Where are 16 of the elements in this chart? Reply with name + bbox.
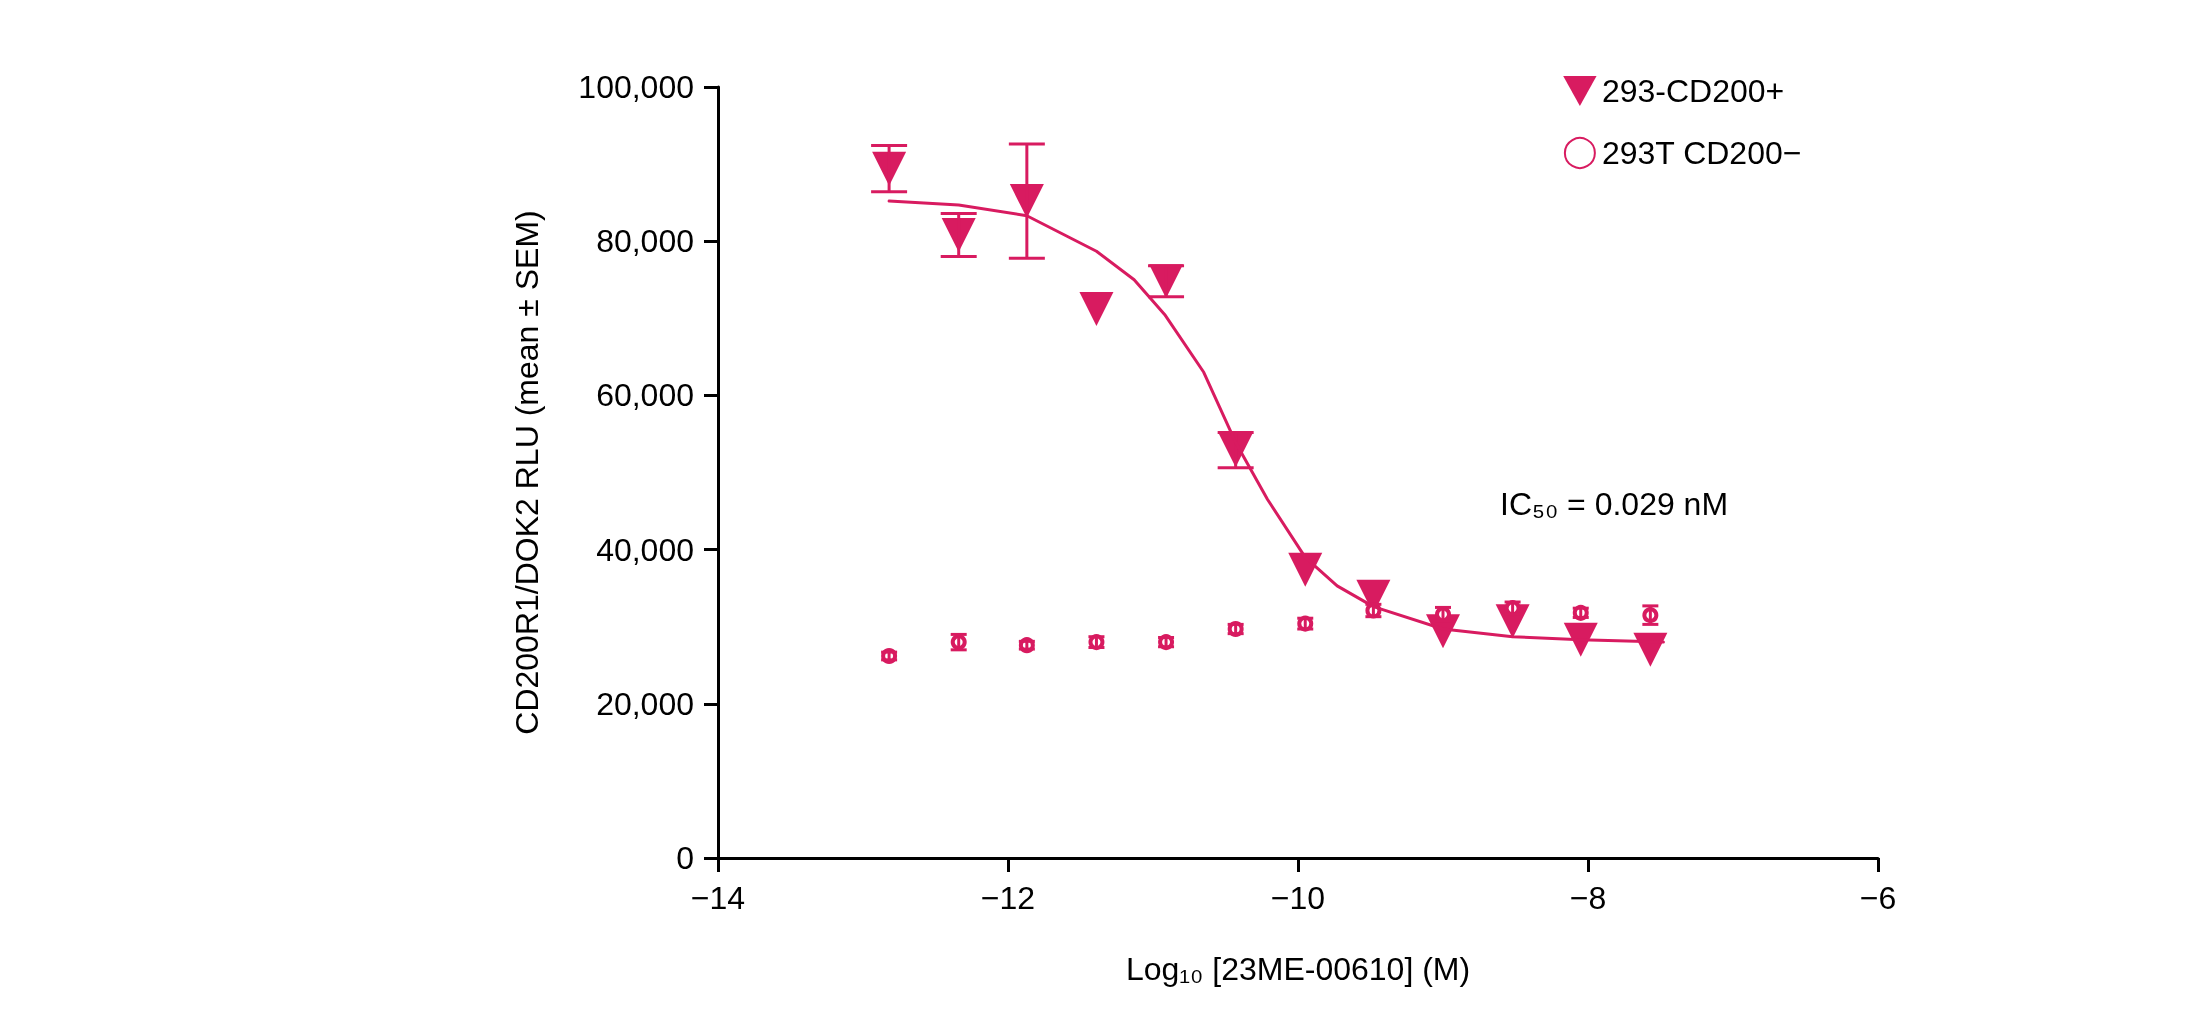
y-axis-title: CD200R1/DOK2 RLU (mean ± SEM) — [509, 210, 545, 735]
y-tick-label: 0 — [676, 840, 694, 876]
x-tick-label: −10 — [1270, 880, 1326, 916]
x-tick-label: −12 — [980, 880, 1036, 916]
x-tick-label: −8 — [1569, 880, 1607, 916]
y-tick-label: 40,000 — [596, 531, 694, 568]
x-tick-label: −14 — [690, 880, 746, 916]
legend-label: 293T CD200− — [1601, 135, 1802, 171]
x-axis-title: Log₁₀ [23ME-00610] (M) — [1125, 951, 1471, 987]
y-tick-label: 20,000 — [596, 685, 694, 722]
legend-label: 293-CD200+ — [1601, 73, 1785, 109]
annotation: IC₅₀ = 0.029 nM — [1500, 486, 1729, 522]
y-tick-label: 60,000 — [596, 377, 694, 414]
y-tick-label: 100,000 — [578, 69, 694, 105]
y-tick-label: 80,000 — [596, 223, 694, 260]
x-tick-label: −6 — [1859, 880, 1897, 916]
